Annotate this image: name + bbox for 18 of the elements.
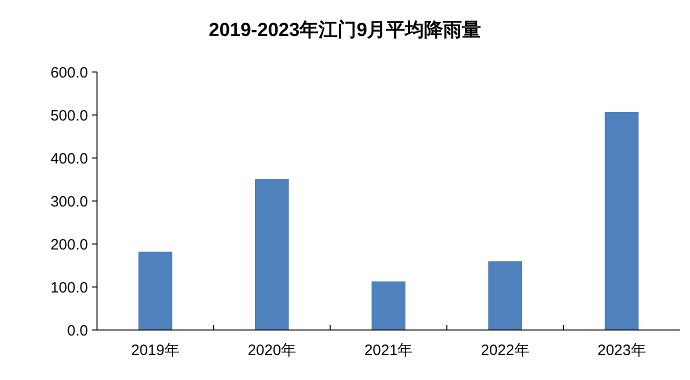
x-tick-label: 2022年 (480, 342, 530, 359)
bar (488, 261, 522, 330)
x-tick-label: 2020年 (248, 342, 296, 359)
x-tick-label: 2023年 (598, 342, 646, 359)
bar (372, 281, 406, 330)
bar (254, 179, 289, 330)
y-tick-label: 0.0 (67, 322, 88, 340)
chart-title: 2019-2023年江门9月平均降雨量 (208, 19, 482, 41)
y-tick-label: 600.0 (50, 64, 88, 82)
x-tick-label: 2019年 (131, 342, 180, 359)
y-tick-label: 400.0 (50, 150, 88, 168)
x-tick-label: 2021年 (364, 342, 413, 359)
bar (604, 112, 639, 330)
y-tick-label: 200.0 (50, 236, 88, 254)
y-tick-label: 300.0 (50, 193, 88, 210)
y-tick-label: 500.0 (50, 107, 88, 124)
bar (138, 252, 172, 330)
y-tick-label: 100.0 (50, 279, 88, 296)
